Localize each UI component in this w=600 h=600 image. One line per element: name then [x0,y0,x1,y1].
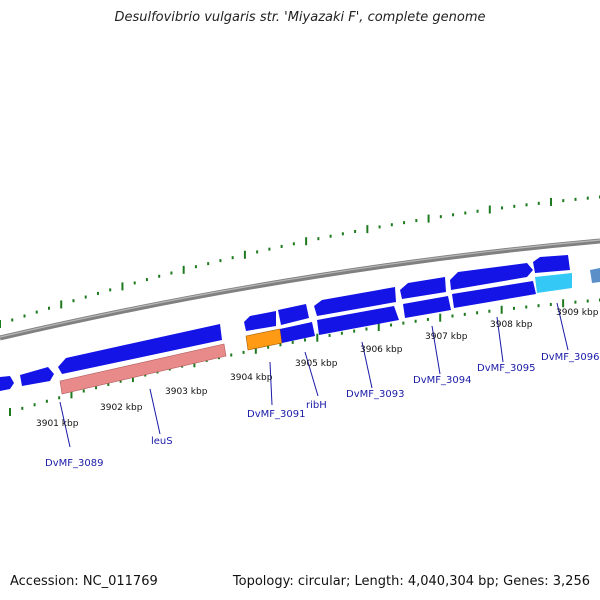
gene-arrow [280,322,315,343]
genome-summary-text: Topology: circular; Length: 4,040,304 bp… [232,574,590,589]
scale-tick-label: 3904 kbp [230,373,273,383]
gene-arrow [533,255,570,273]
scale-tick-label: 3905 kbp [295,359,338,369]
gene-callout-line [496,316,504,363]
scale-tick-label: 3901 kbp [36,419,79,429]
gene-callout-line [556,302,569,351]
gene-label: DvMF_3093 [346,389,404,400]
gene-label: leuS [151,436,173,447]
gene-callout-line [149,388,161,435]
gene-arrow [450,263,533,290]
gene-arrow [278,304,309,325]
gene-label: DvMF_3089 [45,458,103,469]
gene-label: DvMF_3096 [541,352,599,363]
gene-arrow [244,311,276,331]
map-title: Desulfovibrio vulgaris str. 'Miyazaki F'… [114,10,486,25]
gene-arrow [314,287,396,316]
scale-tick-label: 3903 kbp [165,387,208,397]
gene-arrow [0,376,14,391]
gene-label: ribH [306,400,327,411]
gene-arrow [452,281,536,308]
scale-tick-label: 3906 kbp [360,345,403,355]
gene-callout-line [304,351,319,397]
scale-tick-label: 3902 kbp [100,403,143,413]
gene-arrow [245,328,283,351]
gene-arrow [403,296,451,318]
gene-callout-line [59,401,71,448]
accession-text: Accession: NC_011769 [10,574,158,589]
gene-arrow [400,277,446,299]
scale-tick-label: 3908 kbp [490,320,533,330]
gene-arrow [58,324,222,374]
scale-tick-label: 3907 kbp [425,332,468,342]
scale-tick-label: 3909 kbp [556,308,599,318]
gene-arrow [20,367,54,386]
gene-label: DvMF_3091 [247,409,305,420]
gene-callout-line [361,341,373,389]
gene-arrow [535,273,572,293]
gene-arrow [590,268,600,283]
gene-callout-line [269,361,273,406]
gene-label: DvMF_3095 [477,363,535,374]
gene-arrow [59,343,227,395]
backbone-highlight [0,239,600,338]
genome-backbone [0,238,600,341]
gene-callout-line [431,325,441,375]
gene-label: DvMF_3094 [413,375,471,386]
gene-arrow [317,306,399,335]
